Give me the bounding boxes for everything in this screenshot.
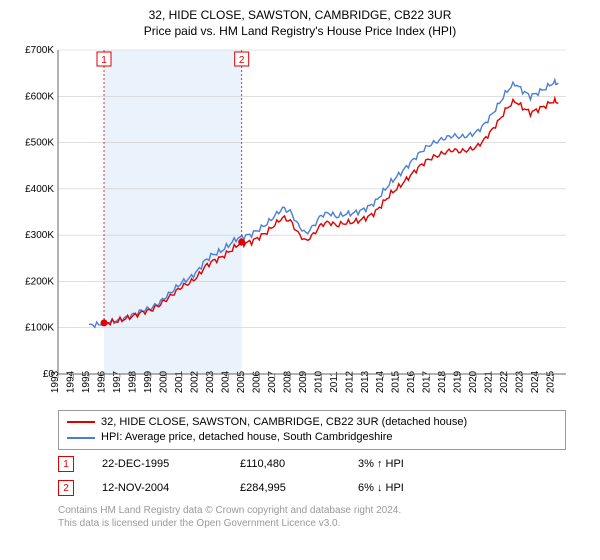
legend-row: HPI: Average price, detached house, Sout… bbox=[67, 430, 557, 445]
chart-container: 32, HIDE CLOSE, SAWSTON, CAMBRIDGE, CB22… bbox=[0, 0, 600, 560]
annotation-date: 12-NOV-2004 bbox=[102, 482, 212, 494]
y-tick-label: £500K bbox=[25, 137, 54, 148]
annotation-table: 1 22-DEC-1995 £110,480 3% ↑ HPI 2 12-NOV-2004… bbox=[58, 456, 566, 496]
y-tick-label: £400K bbox=[25, 183, 54, 194]
marker-dot-m2 bbox=[238, 238, 245, 245]
footer-line2: This data is licensed under the Open Gov… bbox=[58, 517, 588, 530]
y-tick-label: £600K bbox=[25, 91, 54, 102]
legend-label: 32, HIDE CLOSE, SAWSTON, CAMBRIDGE, CB22… bbox=[101, 415, 467, 430]
annotation-pct: 6% ↓ HPI bbox=[358, 482, 448, 494]
shade-band bbox=[104, 50, 242, 374]
legend-box: 32, HIDE CLOSE, SAWSTON, CAMBRIDGE, CB22… bbox=[58, 410, 566, 451]
annotation-price: £110,480 bbox=[240, 458, 330, 470]
annotation-row: 1 22-DEC-1995 £110,480 3% ↑ HPI bbox=[58, 456, 566, 472]
chart-title: 32, HIDE CLOSE, SAWSTON, CAMBRIDGE, CB22… bbox=[12, 8, 588, 24]
legend-swatch bbox=[67, 421, 95, 423]
legend-row: 32, HIDE CLOSE, SAWSTON, CAMBRIDGE, CB22… bbox=[67, 415, 557, 430]
annotation-row: 2 12-NOV-2004 £284,995 6% ↓ HPI bbox=[58, 480, 566, 496]
y-tick-label: £700K bbox=[25, 45, 54, 56]
annotation-badge: 2 bbox=[58, 480, 74, 496]
marker-badge-label-m2: 2 bbox=[239, 55, 245, 66]
legend-swatch bbox=[67, 437, 95, 439]
footer-attribution: Contains HM Land Registry data © Crown c… bbox=[58, 504, 588, 530]
footer-line1: Contains HM Land Registry data © Crown c… bbox=[58, 504, 588, 517]
y-tick-label: £100K bbox=[25, 322, 54, 333]
annotation-pct: 3% ↑ HPI bbox=[358, 458, 448, 470]
chart-subtitle: Price paid vs. HM Land Registry's House … bbox=[12, 24, 588, 38]
marker-dot-m1 bbox=[100, 319, 107, 326]
y-tick-label: £300K bbox=[25, 230, 54, 241]
annotation-date: 22-DEC-1995 bbox=[102, 458, 212, 470]
legend-label: HPI: Average price, detached house, Sout… bbox=[101, 430, 392, 445]
chart-svg: £0£100K£200K£300K£400K£500K£600K£700K199… bbox=[12, 44, 588, 406]
annotation-badge: 1 bbox=[58, 456, 74, 472]
annotation-price: £284,995 bbox=[240, 482, 330, 494]
y-tick-label: £200K bbox=[25, 276, 54, 287]
chart-plot-area: £0£100K£200K£300K£400K£500K£600K£700K199… bbox=[12, 44, 588, 406]
marker-badge-label-m1: 1 bbox=[101, 55, 107, 66]
